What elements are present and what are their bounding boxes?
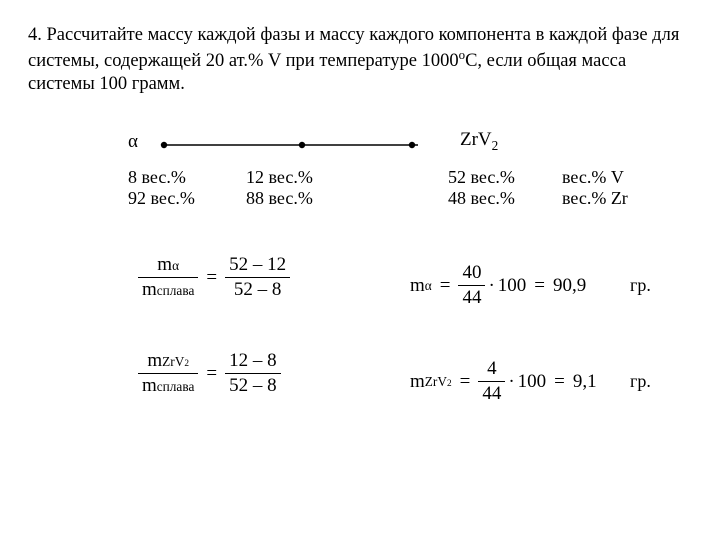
eq1r-num: 40 xyxy=(458,263,485,287)
equation-1: mα mсплава = 52 – 12 52 – 8 mα = 40 44 ·… xyxy=(28,255,692,323)
eq1-unit: гр. xyxy=(630,275,651,296)
alpha-phase-label: α xyxy=(128,131,138,153)
col1-line1: 8 вес.% xyxy=(128,167,195,189)
eq2r-mult: 100 xyxy=(518,371,547,393)
eq2-num-m: m xyxy=(147,350,162,371)
eq1r-m: m xyxy=(410,275,425,297)
col3-line2: 48 вес.% xyxy=(448,188,515,210)
col-zrv2: 52 вес.% 48 вес.% xyxy=(448,167,515,210)
eq1r-mult: 100 xyxy=(498,275,527,297)
col2-line2: 88 вес.% xyxy=(246,188,313,210)
eq2r-eq2: = xyxy=(554,371,565,393)
eq2r-den: 44 xyxy=(478,382,505,405)
col3-line1: 52 вес.% xyxy=(448,167,515,189)
eq2r-m: m xyxy=(410,371,425,393)
eq2r-val: 9,1 xyxy=(573,371,597,393)
eq1-left-frac: mα mсплава xyxy=(138,255,198,302)
eq2r-num: 4 xyxy=(478,359,505,383)
col2-line1: 12 вес.% xyxy=(246,167,313,189)
eq2-rhs-num: 12 – 8 xyxy=(225,351,281,375)
col1-line2: 92 вес.% xyxy=(128,188,195,210)
col-alloy: 12 вес.% 88 вес.% xyxy=(246,167,313,210)
eq1-rhs-frac: 52 – 12 52 – 8 xyxy=(225,255,290,302)
eq2r-msub: ZrV2 xyxy=(425,374,452,390)
eq1-rhs-den: 52 – 8 xyxy=(225,278,290,301)
eq2r-frac: 4 44 xyxy=(478,359,505,406)
col4-line1: вес.% V xyxy=(562,167,628,189)
composition-columns: 8 вес.% 92 вес.% 12 вес.% 88 вес.% 52 ве… xyxy=(28,167,692,215)
eq2-left: mZrV2 mсплава = 12 – 8 52 – 8 xyxy=(138,351,281,398)
eq2r-eq1: = xyxy=(460,371,471,393)
eq2-unit: гр. xyxy=(630,371,651,392)
equation-2: mZrV2 mсплава = 12 – 8 52 – 8 mZrV2 = 4 … xyxy=(28,351,692,419)
tie-line-row: α ZrV2 xyxy=(28,133,692,157)
eq1-eq: = xyxy=(206,267,217,289)
eq2-den-sub: сплава xyxy=(157,379,195,394)
eq1r-val: 90,9 xyxy=(553,275,586,297)
eq2-rhs-frac: 12 – 8 52 – 8 xyxy=(225,351,281,398)
eq1-right: mα = 40 44 · 100 = 90,9 xyxy=(410,263,586,310)
problem-statement: 4. Рассчитайте массу каждой фазы и массу… xyxy=(28,24,692,97)
eq2-num-sub: ZrV2 xyxy=(162,354,189,369)
eq1-num-sub: α xyxy=(172,258,179,273)
eq2r-dot: · xyxy=(508,371,514,393)
slide-page: 4. Рассчитайте массу каждой фазы и массу… xyxy=(0,0,720,540)
eq2-right: mZrV2 = 4 44 · 100 = 9,1 xyxy=(410,359,597,406)
eq1r-eq1: = xyxy=(440,275,451,297)
eq2-rhs-den: 52 – 8 xyxy=(225,374,281,397)
eq1-num-m: m xyxy=(157,254,172,275)
eq1r-eq2: = xyxy=(534,275,545,297)
eq2-left-frac: mZrV2 mсплава xyxy=(138,351,198,398)
eq1-rhs-num: 52 – 12 xyxy=(225,255,290,279)
eq1r-den: 44 xyxy=(458,286,485,309)
zrv2-sub: 2 xyxy=(492,137,499,152)
eq1-den-sub: сплава xyxy=(157,283,195,298)
eq2-eq: = xyxy=(206,363,217,385)
eq1-left: mα mсплава = 52 – 12 52 – 8 xyxy=(138,255,290,302)
tie-line xyxy=(158,139,424,151)
eq1r-dot: · xyxy=(488,275,494,297)
eq1-den-m: m xyxy=(142,279,157,300)
col4-line2: вес.% Zr xyxy=(562,188,628,210)
zrv2-text: ZrV xyxy=(460,129,492,150)
col-alpha: 8 вес.% 92 вес.% xyxy=(128,167,195,210)
eq1r-msub: α xyxy=(425,278,432,294)
eq2-den-m: m xyxy=(142,375,157,396)
eq1r-frac: 40 44 xyxy=(458,263,485,310)
col-legend: вес.% V вес.% Zr xyxy=(562,167,628,210)
zrv2-phase-label: ZrV2 xyxy=(460,129,498,154)
